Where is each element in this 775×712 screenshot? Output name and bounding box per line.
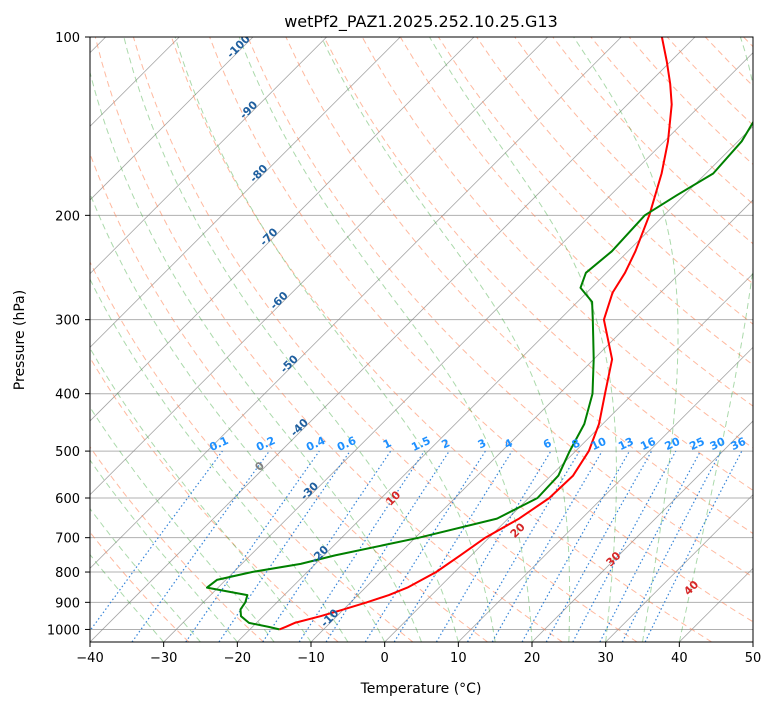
isotherm-label: -20 [308,543,331,566]
isotherm-line [679,37,775,642]
dry-adiabat [133,37,637,642]
dewpoint-profile [207,37,775,629]
y-tick-label: 900 [55,596,80,611]
isotherm-label: -50 [278,352,301,375]
y-tick-label: 300 [55,314,80,329]
isotherm-line [0,37,474,642]
mixing-ratio-line [365,451,485,642]
dry-adiabat [591,37,775,642]
x-tick-label: −30 [150,651,177,666]
mixing-ratio-label: 13 [616,435,635,453]
isotherm-label: -30 [298,479,321,502]
moist-adiabat-label: 30 [604,549,624,569]
y-tick-label: 400 [55,388,80,403]
dry-adiabat [0,37,263,642]
mixing-ratio-label: 16 [638,435,658,453]
x-tick-label: −10 [297,651,324,666]
mixing-ratio-label: 6 [541,436,554,451]
dry-adiabat [667,37,775,642]
moist-adiabat [574,37,678,642]
dry-adiabat [705,37,775,642]
dry-adiabat [515,37,775,642]
mixing-ratio-line [522,451,629,642]
isotherm-line [0,37,253,642]
dry-adiabat [553,37,775,642]
isotherm-label: -70 [257,225,280,248]
isotherm-line [90,37,695,642]
y-tick-label: 1000 [47,623,80,638]
isotherm-label: -100 [224,32,253,61]
y-tick-label: 100 [55,31,80,46]
isotherm-label: -10 [318,606,341,629]
mixing-ratio-label: 3 [476,436,488,451]
y-tick-label: 200 [55,209,80,224]
mixing-ratio-label: 10 [589,435,609,453]
x-axis-label: Temperature (°C) [360,681,482,697]
y-tick-label: 700 [55,532,80,547]
chart-title: wetPf2_PAZ1.2025.252.10.25.G13 [284,12,558,32]
x-tick-label: −40 [76,651,103,666]
x-tick-label: 20 [524,651,541,666]
mixing-ratio-line [436,451,551,642]
x-tick-label: 50 [745,651,762,666]
mixing-ratio-label: 36 [729,435,749,453]
x-tick-label: 10 [450,651,467,666]
isotherm-line [458,37,775,642]
x-tick-label: 0 [381,651,389,666]
mixing-ratio-line [82,451,223,642]
moist-adiabat [679,37,760,642]
moist-adiabat [430,37,617,642]
moist-adiabat [16,37,348,642]
mixing-ratio-label: 25 [687,435,706,453]
y-tick-label: 800 [55,566,80,581]
dry-adiabat [172,37,712,642]
isotherm-line [0,37,327,642]
dry-adiabat [57,37,488,642]
dry-adiabat [744,37,775,642]
mixing-ratio-label: 20 [663,435,683,453]
isotherm-label: -60 [267,289,290,312]
isotherm-label: -80 [247,162,270,185]
isotherm-line [311,37,775,642]
moist-adiabat-label: 0 [252,459,267,474]
dry-adiabat [0,37,338,642]
mixing-ratio-line [326,451,449,642]
moist-adiabat [0,37,201,642]
plot-frame [90,37,753,642]
mixing-ratio-label: 1 [381,436,393,451]
y-axis-label: Pressure (hPa) [12,290,28,390]
dry-adiabat [0,37,189,642]
dry-adiabat [438,37,775,642]
x-tick-label: −20 [224,651,251,666]
mixing-ratio-label: 30 [708,435,728,453]
isotherm-label: -40 [288,416,311,439]
x-tick-label: 40 [671,651,688,666]
moist-adiabat-label: 10 [383,488,403,508]
mixing-ratio-label: 2 [440,436,452,451]
y-tick-label: 600 [55,492,80,507]
mixing-ratio-line [600,451,701,642]
moist-adiabat-label: 40 [681,578,701,598]
isotherm-line [0,37,400,642]
mixing-ratio-line [468,451,580,642]
moist-adiabat [0,37,311,642]
isotherm-line [385,37,775,642]
mixing-ratio-line [573,451,676,642]
isotherm-line [753,37,775,642]
moist-adiabat [0,37,237,642]
moist-adiabat [0,37,274,642]
moist-adiabat [175,37,495,642]
isotherm-label: -90 [237,98,260,121]
moist-adiabat [239,37,532,642]
x-tick-label: 30 [597,651,614,666]
y-tick-label: 500 [55,445,80,460]
moist-adiabat [124,37,458,642]
